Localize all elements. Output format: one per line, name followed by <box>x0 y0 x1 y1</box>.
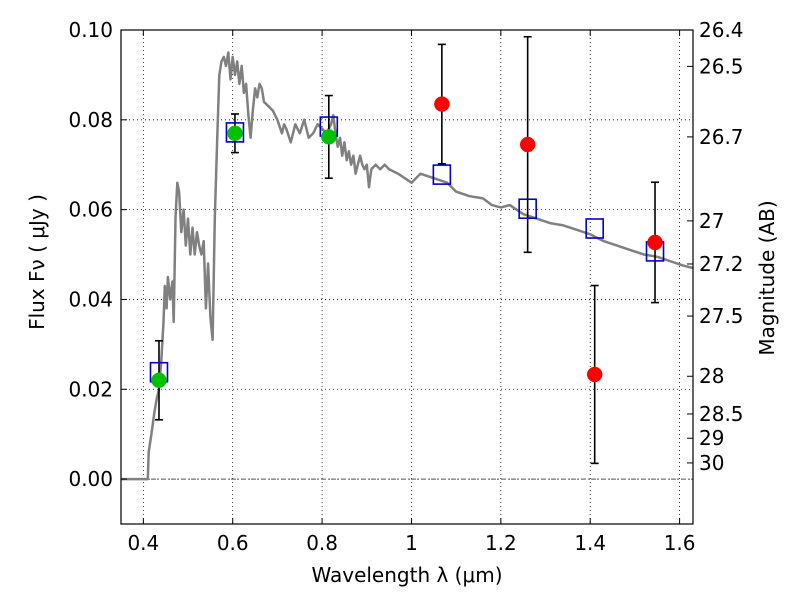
model-band-square <box>585 218 604 239</box>
right-y-axis-label: Magnitude (AB) <box>755 200 779 355</box>
non-detection-point <box>434 96 450 112</box>
x-tick-label: 0.6 <box>217 531 249 555</box>
x-tick-label: 0.4 <box>127 531 159 555</box>
model-band-square <box>225 122 245 143</box>
mag-tick-label: 29 <box>699 426 724 450</box>
model-band-square <box>518 198 537 220</box>
mag-tick-label: 30 <box>699 451 724 475</box>
x-tick-label: 0.8 <box>306 531 338 555</box>
x-tick-label: 1.6 <box>664 531 696 555</box>
non-detection-point <box>647 234 663 251</box>
detection-point <box>151 372 167 389</box>
mag-tick-label: 27.2 <box>699 252 744 276</box>
detection-point <box>227 125 243 142</box>
x-tick-label: 1.2 <box>485 531 517 555</box>
mag-tick-label: 28 <box>699 364 724 388</box>
tick-labels: 0.4 0.6 0.8 1 1.2 1.4 1.6 0.00 0.02 0.04 0.06 0.08 0… <box>68 18 743 555</box>
plot-frame <box>120 29 694 525</box>
mag-tick-label: 27.5 <box>699 304 744 328</box>
non-detection-point <box>586 366 603 383</box>
mag-tick-label: 27 <box>699 209 724 233</box>
x-axis-label: Wavelength λ (μm) <box>311 563 502 587</box>
y-tick-label: 0.08 <box>68 108 113 132</box>
x-tick-label: 1 <box>405 531 418 555</box>
plot-background <box>121 30 693 524</box>
non-detection-point <box>519 136 536 153</box>
y-tick-label: 0.02 <box>68 377 113 401</box>
mag-tick-label: 28.5 <box>699 402 744 426</box>
y-axis-label: Flux Fν ( μJy ) <box>25 194 49 330</box>
y-tick-label: 0.06 <box>68 198 113 222</box>
mag-tick-label: 26.5 <box>699 54 744 78</box>
axis-ticks <box>121 29 693 524</box>
y-tick-label: 0.10 <box>68 18 113 42</box>
mag-tick-label: 26.7 <box>699 125 744 149</box>
x-tick-label: 1.4 <box>574 531 606 555</box>
y-tick-label: 0.00 <box>68 467 113 491</box>
photometry-markers <box>151 96 663 389</box>
model-band-markers <box>149 116 665 383</box>
mag-tick-label: 26.4 <box>699 18 744 42</box>
y-tick-label: 0.04 <box>68 287 113 311</box>
model-band-square <box>432 164 452 185</box>
detection-point <box>321 129 337 145</box>
